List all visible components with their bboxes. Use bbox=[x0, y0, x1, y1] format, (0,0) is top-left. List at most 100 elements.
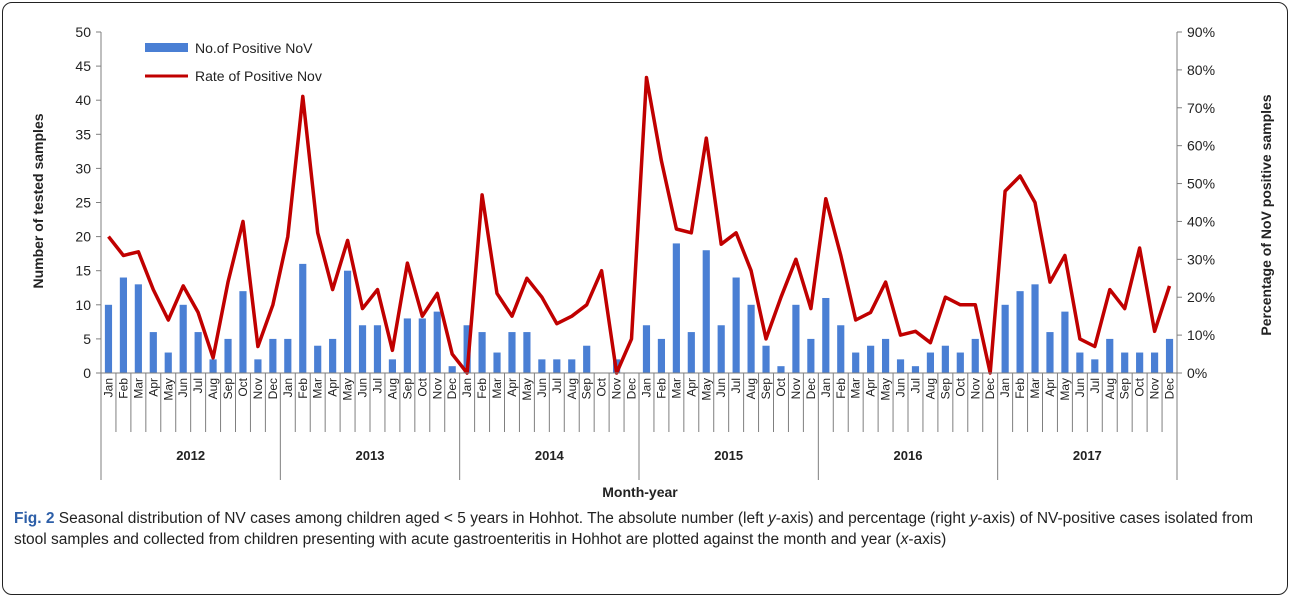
bar bbox=[538, 359, 546, 373]
bar bbox=[807, 338, 815, 373]
bar bbox=[403, 318, 411, 373]
x-month-tick-label: Feb bbox=[475, 378, 489, 399]
bar bbox=[329, 338, 337, 373]
x-month-tick-label: Dec bbox=[266, 378, 280, 399]
y-right-tick-label: 90% bbox=[1187, 24, 1215, 40]
y-right-tick-label: 20% bbox=[1187, 289, 1215, 305]
bar bbox=[896, 359, 905, 373]
bar bbox=[343, 270, 352, 373]
caption-text-4: -axis) bbox=[908, 531, 947, 548]
bar bbox=[777, 366, 785, 373]
y-right-tick-label: 40% bbox=[1187, 213, 1215, 229]
bar bbox=[702, 250, 710, 373]
bar bbox=[194, 332, 202, 373]
x-month-tick-label: Apr bbox=[684, 378, 698, 397]
bar bbox=[418, 318, 426, 373]
x-month-tick-label: Jul bbox=[370, 378, 384, 393]
x-month-tick-label: Feb bbox=[116, 378, 130, 399]
caption-lead: Fig. 2 bbox=[14, 510, 55, 527]
x-month-tick-label: Mar bbox=[669, 378, 683, 399]
x-month-tick-label: Jul bbox=[191, 378, 205, 393]
x-month-tick-label: Oct bbox=[415, 377, 429, 396]
x-month-tick-label: Nov bbox=[430, 378, 444, 399]
x-month-tick-label: Mar bbox=[849, 378, 863, 399]
bar bbox=[239, 291, 247, 373]
bar bbox=[448, 366, 456, 373]
x-month-tick-label: Mar bbox=[490, 378, 504, 399]
x-month-tick-label: Aug bbox=[1103, 378, 1117, 399]
legend-bar-swatch bbox=[145, 43, 188, 52]
bar bbox=[1091, 359, 1099, 373]
x-month-tick-label: Jun bbox=[714, 378, 728, 397]
rate-line bbox=[107, 75, 1172, 375]
y-left-tick-label: 20 bbox=[75, 229, 91, 245]
bar bbox=[642, 325, 651, 373]
bar bbox=[911, 366, 920, 373]
x-month-tick-label: Jan bbox=[639, 378, 653, 397]
x-month-tick-label: Nov bbox=[251, 378, 265, 399]
x-month-tick-label: Jun bbox=[356, 378, 370, 397]
bar bbox=[732, 277, 740, 373]
bar bbox=[433, 311, 441, 373]
bar bbox=[1165, 338, 1174, 373]
x-year-tick-label: 2014 bbox=[535, 448, 565, 463]
bar bbox=[1136, 352, 1144, 373]
bar bbox=[822, 297, 830, 373]
bar bbox=[881, 338, 890, 373]
x-month-tick-label: Apr bbox=[146, 378, 160, 397]
x-month-tick-label: Mar bbox=[131, 378, 145, 399]
x-month-tick-label: Oct bbox=[774, 377, 788, 396]
bar bbox=[1061, 311, 1069, 373]
bar bbox=[104, 304, 113, 373]
x-month-tick-label: May bbox=[1058, 378, 1072, 401]
bar bbox=[358, 325, 367, 373]
x-month-tick-label: Jul bbox=[550, 378, 564, 393]
x-month-tick-label: Sep bbox=[759, 378, 773, 400]
bar bbox=[119, 277, 128, 373]
bar bbox=[493, 352, 501, 373]
y-right-tick-label: 70% bbox=[1187, 100, 1215, 116]
caption-italic-2: y bbox=[969, 510, 978, 527]
x-month-tick-label: Apr bbox=[1043, 378, 1057, 397]
bar bbox=[762, 345, 770, 373]
bar bbox=[583, 345, 591, 373]
bar bbox=[971, 338, 979, 373]
x-month-tick-label: Oct bbox=[595, 377, 609, 396]
y-left-tick-label: 5 bbox=[83, 331, 91, 347]
bar bbox=[553, 359, 561, 373]
bar bbox=[1150, 352, 1159, 373]
x-month-tick-label: Apr bbox=[864, 378, 878, 397]
x-month-tick-label: Jan bbox=[281, 378, 295, 397]
bar bbox=[1106, 338, 1114, 373]
x-month-tick-label: Dec bbox=[445, 378, 459, 399]
x-month-tick-label: Jun bbox=[1073, 378, 1087, 397]
x-month-tick-label: Apr bbox=[326, 378, 340, 397]
x-year-tick-label: 2012 bbox=[176, 448, 205, 463]
bar bbox=[1031, 284, 1039, 373]
x-month-tick-label: Jun bbox=[894, 378, 908, 397]
x-month-tick-label: Jan bbox=[819, 378, 833, 397]
x-month-tick-label: May bbox=[879, 378, 893, 401]
x-month-tick-label: Apr bbox=[505, 378, 519, 397]
legend-bar-label: No.of Positive NoV bbox=[195, 40, 313, 56]
y-left-tick-label: 45 bbox=[75, 58, 91, 74]
x-month-tick-label: Dec bbox=[625, 378, 639, 399]
y-left-tick-label: 25 bbox=[75, 195, 91, 211]
x-month-tick-label: Aug bbox=[385, 378, 399, 399]
y-right-tick-label: 10% bbox=[1187, 327, 1215, 343]
bar bbox=[224, 338, 232, 373]
bar bbox=[164, 352, 172, 373]
bar bbox=[269, 338, 277, 373]
dual-axis-chart: 0 5 10 15 20 25 30 35 40 45 50 0% 10% 20% 30% 40% 50% 60%… bbox=[30, 24, 1274, 500]
x-axis-label: Month-year bbox=[602, 484, 678, 500]
x-month-tick-label: Feb bbox=[834, 378, 848, 399]
bar bbox=[1046, 332, 1054, 373]
bar bbox=[284, 338, 292, 373]
x-month-tick-label: Jul bbox=[1088, 378, 1102, 393]
caption-text-2: -axis) and percentage (right bbox=[775, 510, 970, 527]
bars-layer bbox=[104, 243, 1174, 373]
bar bbox=[717, 325, 725, 373]
bar bbox=[941, 345, 949, 373]
bar bbox=[956, 352, 964, 373]
x-month-tick-label: Jan bbox=[460, 378, 474, 397]
